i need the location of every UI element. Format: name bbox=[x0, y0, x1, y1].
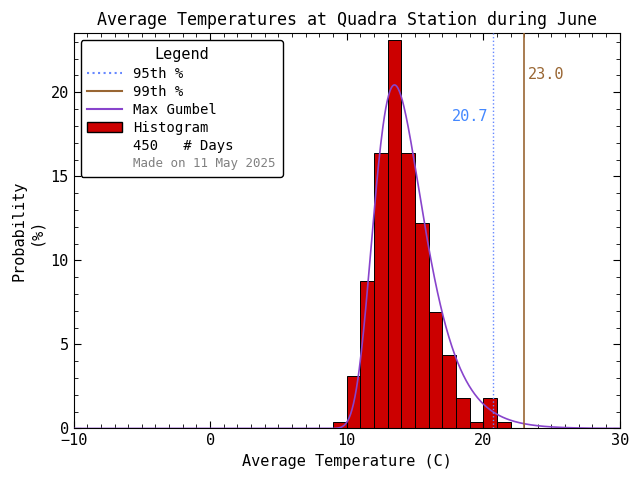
X-axis label: Average Temperature (C): Average Temperature (C) bbox=[242, 454, 452, 469]
Y-axis label: Probability
(%): Probability (%) bbox=[11, 181, 44, 281]
Legend: 95th %, 99th %, Max Gumbel, Histogram, 450   # Days, Made on 11 May 2025: 95th %, 99th %, Max Gumbel, Histogram, 4… bbox=[81, 40, 283, 177]
Bar bbox=[470, 422, 483, 429]
Bar bbox=[456, 398, 470, 429]
Text: 23.0: 23.0 bbox=[528, 67, 564, 82]
Text: 20.7: 20.7 bbox=[452, 109, 489, 124]
Bar bbox=[415, 223, 429, 429]
Bar bbox=[483, 398, 497, 429]
Bar bbox=[429, 312, 442, 429]
Title: Average Temperatures at Quadra Station during June: Average Temperatures at Quadra Station d… bbox=[97, 11, 596, 29]
Bar bbox=[347, 376, 360, 429]
Bar bbox=[442, 355, 456, 429]
Bar bbox=[497, 422, 511, 429]
Bar bbox=[360, 280, 374, 429]
Bar bbox=[333, 422, 347, 429]
Bar bbox=[401, 153, 415, 429]
Bar bbox=[388, 40, 401, 429]
Bar bbox=[374, 153, 388, 429]
